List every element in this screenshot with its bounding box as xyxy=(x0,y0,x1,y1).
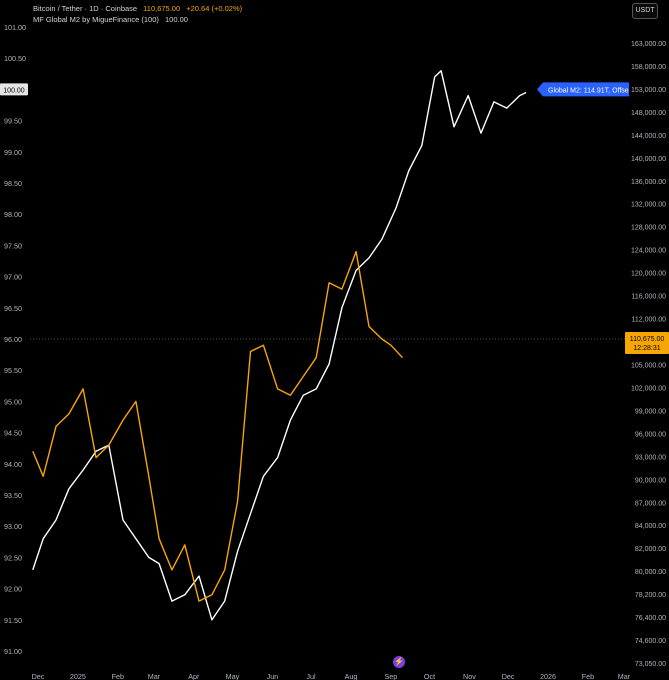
bolt-icon[interactable]: ⚡ xyxy=(393,656,405,668)
right-axis-tick: 96,000.00 xyxy=(635,431,666,438)
right-axis-tick: 136,000.00 xyxy=(631,179,666,186)
left-axis-tick: 94.00 xyxy=(4,460,22,469)
right-axis-tick: 76,400.00 xyxy=(635,615,666,622)
left-value-label-bg xyxy=(0,83,28,96)
currency-button[interactable]: USDT xyxy=(632,3,658,19)
x-axis-tick: Jun xyxy=(267,672,279,680)
countdown-label: 12:28:31 xyxy=(633,345,660,352)
x-axis-tick: Dec xyxy=(32,672,45,680)
x-axis-tick: May xyxy=(226,672,240,680)
right-axis-tick: 153,000.00 xyxy=(631,87,666,94)
right-axis-tick: 112,000.00 xyxy=(631,317,666,324)
right-axis-tick: 80,000.00 xyxy=(635,569,666,576)
price-label-bg xyxy=(625,332,669,354)
left-axis-tick: 98.00 xyxy=(4,210,22,219)
x-axis-tick: 2026 xyxy=(540,672,556,680)
left-axis-tick: 99.50 xyxy=(4,117,22,126)
left-axis-tick: 100.50 xyxy=(4,54,26,63)
right-axis-tick: 116,000.00 xyxy=(631,294,666,301)
right-axis-tick: 120,000.00 xyxy=(631,271,666,278)
right-axis-tick: 140,000.00 xyxy=(631,156,666,163)
x-axis-tick: Jul xyxy=(306,672,316,680)
series-line xyxy=(32,70,527,621)
x-axis-tick: Sep xyxy=(384,672,397,680)
indicator-value: 100.00 xyxy=(164,15,188,24)
x-axis-tick: Aug xyxy=(345,672,358,680)
left-axis-tick: 92.50 xyxy=(4,553,22,562)
last-price: 110,675.00 xyxy=(143,4,181,13)
right-axis-tick: 132,000.00 xyxy=(631,202,666,209)
right-axis-tick: 78,200.00 xyxy=(635,592,666,599)
left-axis-tick: 94.50 xyxy=(4,429,22,438)
x-axis-tick: Mar xyxy=(618,672,631,680)
left-axis-tick: 92.00 xyxy=(4,585,22,594)
left-axis-tick: 96.00 xyxy=(4,335,22,344)
m2-tag-label: Global M2: 114.91T, Offse xyxy=(548,87,629,94)
left-axis-tick: 95.50 xyxy=(4,366,22,375)
x-axis-tick: Dec xyxy=(502,672,515,680)
right-axis-tick: 93,000.00 xyxy=(635,454,666,461)
right-axis-tick: 128,000.00 xyxy=(631,225,666,232)
right-axis-tick: 90,000.00 xyxy=(635,477,666,484)
left-axis-tick: 93.00 xyxy=(4,522,22,531)
price-change: +20.64 (+0.02%) xyxy=(186,4,243,13)
price-label: 110,675.00 xyxy=(630,336,665,343)
indicator-title[interactable]: MF Global M2 by MigueFinance (100) xyxy=(33,15,159,24)
left-axis-tick: 101.00 xyxy=(4,23,26,32)
right-axis-tick: 87,000.00 xyxy=(635,500,666,507)
left-axis-tick: 95.00 xyxy=(4,397,22,406)
x-axis-tick: 2025 xyxy=(70,672,86,680)
x-axis-tick: Oct xyxy=(424,672,435,680)
left-axis-tick: 91.00 xyxy=(4,647,22,656)
left-axis-tick: 91.50 xyxy=(4,616,22,625)
right-axis-tick: 148,000.00 xyxy=(631,110,666,117)
x-axis-tick: Nov xyxy=(463,672,476,680)
x-axis-tick: Feb xyxy=(112,672,124,680)
left-axis-tick: 98.50 xyxy=(4,179,22,188)
right-axis-tick: 74,600.00 xyxy=(635,638,666,645)
left-axis-tick: 97.00 xyxy=(4,273,22,282)
x-axis-tick: Apr xyxy=(188,672,200,680)
x-axis-tick: Feb xyxy=(582,672,594,680)
left-axis-tick: 97.50 xyxy=(4,241,22,250)
right-axis-tick: 163,000.00 xyxy=(631,41,666,48)
x-axis-tick: Mar xyxy=(148,672,161,680)
right-axis-tick: 82,000.00 xyxy=(635,546,666,553)
right-axis-tick: 105,000.00 xyxy=(631,362,666,369)
left-value-label: 100.00 xyxy=(3,87,25,94)
left-axis-tick: 99.00 xyxy=(4,148,22,157)
left-axis-tick: 93.50 xyxy=(4,491,22,500)
right-axis-tick: 73,050.00 xyxy=(635,661,666,668)
chart-header: Bitcoin / Tether · 1D · Coinbase 110,675… xyxy=(33,3,242,25)
right-axis-tick: 124,000.00 xyxy=(631,248,666,255)
right-axis-tick: 144,000.00 xyxy=(631,133,666,140)
symbol-title[interactable]: Bitcoin / Tether · 1D · Coinbase xyxy=(33,4,138,13)
right-axis-tick: 102,000.00 xyxy=(631,385,666,392)
right-axis-tick: 158,000.00 xyxy=(631,64,666,71)
left-axis-tick: 96.50 xyxy=(4,304,22,313)
right-axis-tick: 99,000.00 xyxy=(635,408,666,415)
m2-tag-bg xyxy=(537,82,629,97)
series-line xyxy=(32,250,404,602)
right-axis-tick: 84,000.00 xyxy=(635,523,666,530)
